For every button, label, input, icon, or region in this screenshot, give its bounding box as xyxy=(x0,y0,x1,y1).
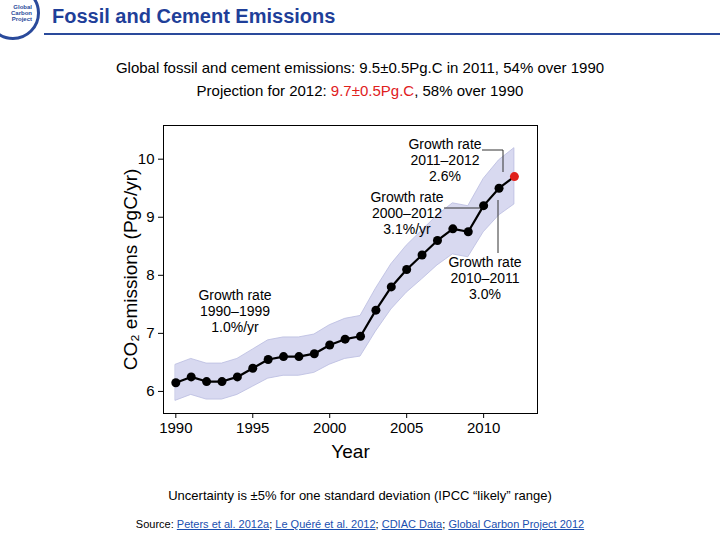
html-text:2010–2011: 2010–2011 xyxy=(450,270,520,286)
html-text:3.0%: 3.0% xyxy=(469,286,501,302)
html-text:Global fossil and cement emiss: Global fossil and cement emissions: 9.5±… xyxy=(115,59,605,76)
html-text:1990–1999: 1990–1999 xyxy=(200,303,270,319)
svg-text:1990: 1990 xyxy=(159,419,192,436)
html-text:Uncertainty is ±5% for one sta: Uncertainty is ±5% for one standard devi… xyxy=(168,488,552,503)
svg-text:10: 10 xyxy=(138,150,155,167)
html-text:3.1%/yr: 3.1%/yr xyxy=(383,221,431,237)
svg-text:1995: 1995 xyxy=(236,419,269,436)
html-text:Projection for 2012: 9.7±0.5Pg: Projection for 2012: 9.7±0.5Pg.C, 58% ov… xyxy=(196,82,524,99)
html-text:Carbon: Carbon xyxy=(11,10,32,16)
svg-text:6: 6 xyxy=(146,382,154,399)
svg-text:Year: Year xyxy=(331,441,370,462)
html-text:2.6%: 2.6% xyxy=(429,168,461,184)
html-text:Source: Peters et al. 2012a; L: Source: Peters et al. 2012a; Le Quéré et… xyxy=(135,518,585,530)
html-text:Growth rate: Growth rate xyxy=(408,136,482,152)
svg-text:7: 7 xyxy=(146,324,154,341)
html-text:Growth rate: Growth rate xyxy=(370,189,444,205)
svg-text:2000: 2000 xyxy=(313,419,346,436)
html-text:2011–2012: 2011–2012 xyxy=(410,152,480,168)
html-text:Fossil and Cement Emissions: Fossil and Cement Emissions xyxy=(52,5,336,27)
svg-text:8: 8 xyxy=(146,266,154,283)
html-text:Project: Project xyxy=(11,16,32,22)
html-text:Global: Global xyxy=(13,4,32,10)
svg-text:CO₂ emissions (PgC/yr): CO₂ emissions (PgC/yr) xyxy=(120,169,141,371)
html-text:2000–2012: 2000–2012 xyxy=(372,205,442,221)
svg-text:2010: 2010 xyxy=(467,419,500,436)
html-text:1.0%/yr: 1.0%/yr xyxy=(211,319,259,335)
svg-text:2005: 2005 xyxy=(390,419,423,436)
html-text:Growth rate: Growth rate xyxy=(448,254,522,270)
html-text:Growth rate: Growth rate xyxy=(198,287,272,303)
svg-text:9: 9 xyxy=(146,208,154,225)
